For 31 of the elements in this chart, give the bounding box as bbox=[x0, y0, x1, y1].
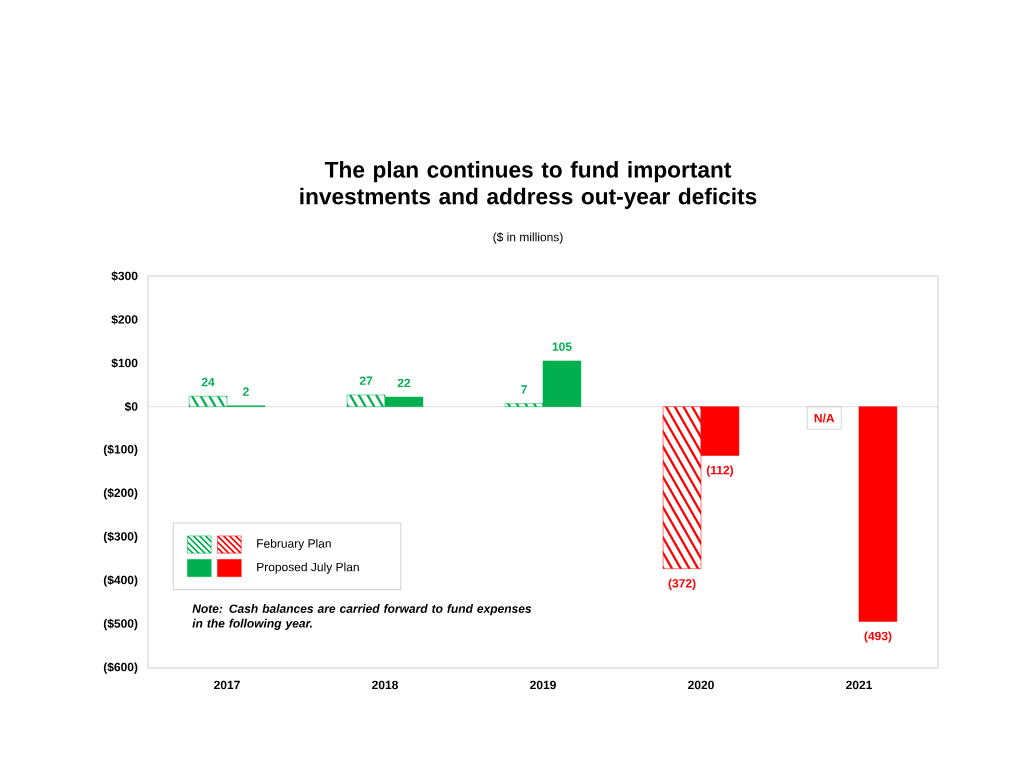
data-label: (372) bbox=[668, 578, 696, 590]
x-tick-label: 2019 bbox=[530, 680, 556, 690]
y-tick-label: $300 bbox=[111, 271, 138, 281]
y-tick-label: ($200) bbox=[103, 488, 138, 500]
chart-subtitle: ($ in millions) bbox=[493, 232, 563, 244]
annotation: Note: Cash balances are carried forward to fund expenses in the following year. bbox=[192, 604, 532, 630]
data-label: 2 bbox=[243, 387, 249, 396]
bar bbox=[858, 406, 898, 622]
legend-label: February Plan bbox=[257, 538, 331, 551]
chart-title: The plan continues to fund important investments and address out-year deficits bbox=[300, 161, 757, 209]
y-tick-label: $0 bbox=[124, 401, 138, 412]
text: N/A bbox=[814, 413, 835, 423]
data-label: 22 bbox=[397, 378, 411, 388]
y-tick-label: ($500) bbox=[103, 618, 138, 631]
x-tick-label: 2017 bbox=[214, 680, 240, 690]
x-tick-label: 2018 bbox=[372, 680, 398, 690]
y-tick-label: $200 bbox=[111, 314, 138, 325]
y-tick-label: $100 bbox=[111, 358, 138, 369]
y-tick-label: ($300) bbox=[103, 531, 138, 544]
data-label: 7 bbox=[521, 385, 527, 394]
y-tick-label: ($600) bbox=[103, 662, 138, 674]
data-label: 24 bbox=[201, 377, 215, 387]
legend-label: Proposed July Plan bbox=[257, 562, 359, 574]
y-tick-label: ($100) bbox=[103, 444, 138, 456]
data-label: 105 bbox=[552, 342, 572, 351]
x-tick-label: 2021 bbox=[846, 680, 873, 690]
x-tick-label: 2020 bbox=[688, 680, 714, 690]
data-label: (493) bbox=[864, 631, 892, 643]
y-tick-label: ($400) bbox=[103, 575, 138, 587]
data-label: (112) bbox=[706, 465, 734, 477]
data-label: 27 bbox=[359, 376, 373, 385]
